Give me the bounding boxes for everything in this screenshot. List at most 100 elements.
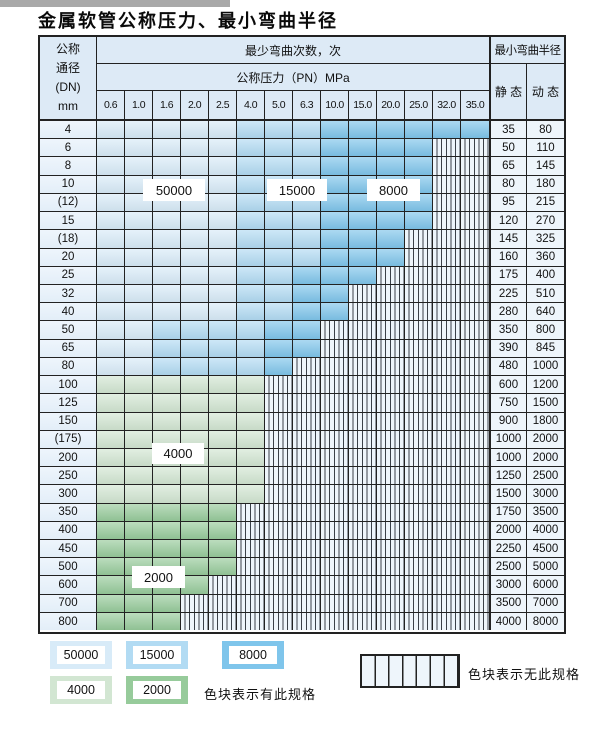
spec-cell-2000 xyxy=(97,594,125,612)
spec-cell-15000 xyxy=(293,248,321,266)
spec-cell-50000 xyxy=(97,248,125,266)
spec-cell-8000 xyxy=(293,266,321,284)
spec-cell-15000 xyxy=(237,339,265,357)
spec-cell-2000 xyxy=(209,503,237,521)
no-spec-cell xyxy=(433,394,461,412)
no-spec-cell xyxy=(461,394,489,412)
spec-cell-4000 xyxy=(97,376,125,394)
spec-cell-8000 xyxy=(265,339,293,357)
spec-cell-50000 xyxy=(125,339,153,357)
spec-cell-50000 xyxy=(97,175,125,193)
static-radius-cell: 160 xyxy=(489,248,527,266)
spec-cell-50000 xyxy=(153,248,181,266)
no-spec-cell xyxy=(321,339,349,357)
spec-cell-4000 xyxy=(97,430,125,448)
no-spec-cell xyxy=(377,540,405,558)
table-row: 80 480 1000 xyxy=(40,357,564,377)
no-spec-cell xyxy=(377,576,405,594)
spec-cell-50000 xyxy=(181,139,209,157)
spec-cell-15000 xyxy=(153,357,181,376)
no-spec-cell xyxy=(349,467,377,485)
spec-cell-2000 xyxy=(97,540,125,558)
spec-cell-15000 xyxy=(293,157,321,175)
dn-cell: 100 xyxy=(40,376,97,394)
table-row: 6 50 110 xyxy=(40,139,564,158)
no-spec-cell xyxy=(293,376,321,394)
no-spec-cell xyxy=(405,594,433,612)
spec-cell-8000 xyxy=(377,230,405,248)
dynamic-radius-cell: 845 xyxy=(527,339,564,357)
spec-cell-15000 xyxy=(265,121,293,139)
spec-cell-2000 xyxy=(209,521,237,540)
spec-cell-2000 xyxy=(153,521,181,540)
spec-cell-15000 xyxy=(265,284,293,303)
no-spec-cell xyxy=(433,266,461,284)
no-spec-cell xyxy=(433,284,461,303)
no-spec-cell xyxy=(461,612,489,631)
spec-cell-50000 xyxy=(125,230,153,248)
spec-cell-50000 xyxy=(97,230,125,248)
no-spec-cell xyxy=(321,321,349,339)
spec-cell-50000 xyxy=(153,157,181,175)
spec-cell-50000 xyxy=(153,212,181,230)
static-radius-cell: 2500 xyxy=(489,558,527,576)
spec-cell-8000 xyxy=(349,248,377,266)
no-spec-cell xyxy=(377,376,405,394)
no-spec-cell xyxy=(461,485,489,503)
no-spec-cell xyxy=(265,540,293,558)
pressure-col-header: 15.0 xyxy=(349,91,377,119)
no-spec-cell xyxy=(433,230,461,248)
spec-cell-50000 xyxy=(209,175,237,193)
spec-cell-2000 xyxy=(97,503,125,521)
table-row: 800 4000 8000 xyxy=(40,612,564,631)
static-radius-cell: 390 xyxy=(489,339,527,357)
no-spec-cell xyxy=(405,376,433,394)
no-spec-cell xyxy=(265,448,293,467)
legend-swatch-50000: 50000 xyxy=(50,641,112,669)
spec-cell-2000 xyxy=(181,558,209,576)
static-radius-cell: 1250 xyxy=(489,467,527,485)
spec-cell-15000 xyxy=(265,212,293,230)
spec-cell-2000 xyxy=(97,521,125,540)
cycle-count-label: 50000 xyxy=(143,179,205,201)
no-spec-cell xyxy=(405,303,433,321)
table-row: 450 2250 4500 xyxy=(40,540,564,559)
dn-cell: 8 xyxy=(40,157,97,175)
spec-cell-50000 xyxy=(209,157,237,175)
spec-cell-4000 xyxy=(237,448,265,467)
no-spec-cell xyxy=(461,193,489,212)
spec-cell-2000 xyxy=(125,594,153,612)
spec-cell-2000 xyxy=(125,503,153,521)
no-spec-cell xyxy=(237,521,265,540)
no-spec-cell xyxy=(293,521,321,540)
static-radius-cell: 225 xyxy=(489,284,527,303)
pressure-col-header: 1.0 xyxy=(125,91,153,119)
no-spec-cell xyxy=(265,521,293,540)
spec-cell-8000 xyxy=(265,321,293,339)
spec-cell-50000 xyxy=(97,139,125,157)
spec-cell-8000 xyxy=(433,121,461,139)
spec-cell-15000 xyxy=(181,357,209,376)
dn-cell: 65 xyxy=(40,339,97,357)
spec-cell-15000 xyxy=(237,248,265,266)
no-spec-cell xyxy=(349,284,377,303)
no-spec-cell xyxy=(293,412,321,430)
pressure-col-header: 0.6 xyxy=(97,91,125,119)
no-spec-cell xyxy=(349,321,377,339)
static-radius-cell: 2250 xyxy=(489,540,527,558)
no-spec-cell xyxy=(405,485,433,503)
spec-cell-8000 xyxy=(321,303,349,321)
cycle-count-label: 8000 xyxy=(367,179,420,201)
legend-swatch-value: 4000 xyxy=(57,681,105,699)
spec-cell-50000 xyxy=(97,157,125,175)
no-spec-cell xyxy=(461,212,489,230)
dn-cell: 150 xyxy=(40,412,97,430)
no-spec-cell xyxy=(461,303,489,321)
spec-cell-4000 xyxy=(125,394,153,412)
spec-cell-15000 xyxy=(237,157,265,175)
spec-cell-50000 xyxy=(125,321,153,339)
no-spec-cell xyxy=(293,467,321,485)
dn-cell: 40 xyxy=(40,303,97,321)
spec-cell-15000 xyxy=(153,339,181,357)
spec-cell-50000 xyxy=(125,157,153,175)
